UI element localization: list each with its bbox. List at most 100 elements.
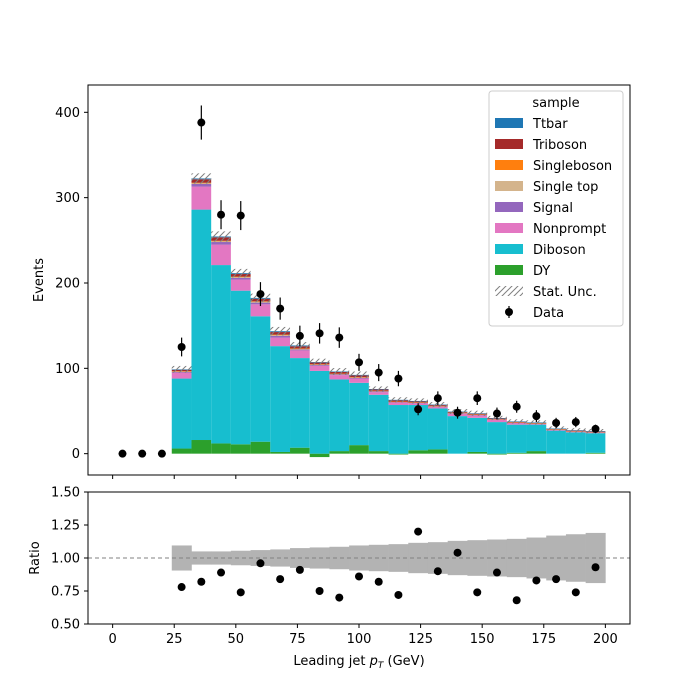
stat-unc-bin — [565, 428, 586, 433]
stat-unc-bin — [230, 268, 251, 278]
bar — [171, 378, 192, 449]
y-tick-label: 1.50 — [51, 486, 80, 501]
stat-unc-bin — [368, 386, 389, 392]
ratio-point — [571, 588, 580, 597]
ratio-band-bin — [467, 540, 488, 576]
data-point — [295, 331, 304, 340]
bar — [211, 242, 231, 245]
x-tick-label: 150 — [470, 632, 495, 647]
x-tick-label: 75 — [289, 632, 306, 647]
bar — [230, 290, 251, 445]
bar — [349, 445, 369, 454]
legend-item: Triboson — [495, 138, 587, 153]
ratio-band-bin — [447, 540, 468, 576]
ratio-point — [236, 588, 245, 597]
data-point — [473, 394, 482, 403]
bar — [368, 392, 389, 395]
ratio-points — [177, 527, 600, 605]
legend-label: Triboson — [532, 138, 587, 153]
legend-swatch — [495, 202, 523, 212]
ratio-point — [197, 577, 206, 586]
ratio-point — [552, 575, 561, 584]
ratio-band-bin — [546, 535, 567, 581]
data-point — [315, 329, 324, 338]
bar — [565, 432, 586, 454]
legend-label: Diboson — [533, 243, 586, 258]
bar — [427, 449, 448, 454]
stat-unc-bin — [191, 173, 212, 184]
data-point — [394, 374, 403, 383]
stat-unc-bin — [309, 358, 330, 366]
ratio-x-axis: 0 25 50 75 100 125 150 175 200 — [108, 624, 618, 647]
legend-label: Nonprompt — [533, 222, 606, 237]
data-point — [256, 290, 265, 299]
y-tick-label: 1.00 — [51, 552, 80, 567]
bar — [171, 448, 192, 454]
ratio-point — [315, 587, 324, 595]
ratio-band-bin — [329, 546, 350, 570]
data-point — [512, 402, 521, 411]
legend-title: sample — [532, 96, 579, 111]
data-point — [276, 304, 285, 313]
data-point — [492, 409, 501, 418]
legend-item: Single top — [495, 180, 598, 195]
bar — [230, 279, 251, 291]
data-points — [118, 105, 600, 458]
legend-swatch — [495, 118, 523, 128]
stat-unc-bin — [211, 231, 231, 242]
data-point — [138, 449, 147, 458]
ratio-point — [374, 577, 383, 586]
data-point — [433, 394, 442, 403]
ratio-band-bin — [427, 542, 448, 574]
bar — [467, 417, 488, 452]
stat-unc-bin — [349, 371, 369, 379]
legend-label: Single top — [533, 180, 598, 195]
main-y-axis: 0 100 200 300 400 — [55, 106, 88, 462]
bar — [526, 451, 547, 454]
legend-item: Stat. Unc. — [495, 285, 597, 300]
bar — [250, 304, 271, 317]
legend-item: Ttbar — [495, 117, 568, 132]
bar — [230, 444, 251, 454]
ratio-point — [591, 563, 600, 572]
ratio-point — [276, 575, 285, 584]
ratio-plot-panel: 0.50 0.75 1.00 1.25 1.50 0 25 50 75 100 125 150 175… — [28, 486, 631, 671]
bar — [467, 451, 488, 454]
legend-label: Ttbar — [532, 117, 568, 132]
ratio-point — [177, 583, 186, 592]
series-dy — [171, 440, 606, 458]
ratio-point — [295, 565, 304, 574]
bar — [447, 416, 468, 454]
data-point — [571, 418, 580, 427]
ratio-point — [414, 527, 423, 536]
bar — [388, 402, 409, 406]
y-tick-label: 200 — [55, 276, 80, 291]
data-point — [157, 449, 166, 458]
bar — [368, 394, 389, 452]
bar — [211, 443, 231, 454]
ratio-point — [453, 548, 462, 557]
ratio-point — [532, 576, 541, 585]
series-nonprompt — [171, 186, 606, 434]
bar — [270, 346, 291, 452]
bar — [211, 265, 231, 444]
legend-item: Nonprompt — [495, 222, 606, 237]
legend-item: Diboson — [495, 243, 586, 258]
stat-unc-bin — [329, 368, 350, 375]
x-tick-label: 175 — [531, 632, 556, 647]
bar — [211, 244, 231, 266]
x-axis-label: Leading jet pT (GeV) — [293, 654, 424, 671]
stat-unc-bin — [506, 419, 527, 424]
legend-label: Singleboson — [533, 159, 612, 174]
stat-unc-bin — [467, 410, 488, 416]
x-tick-label: 125 — [408, 632, 433, 647]
ratio-band-bin — [230, 550, 251, 566]
bar — [506, 452, 527, 454]
main-y-axis-label: Events — [32, 258, 47, 302]
ratio-band-bin — [349, 545, 370, 571]
ratio-point — [217, 568, 226, 577]
ratio-y-axis-label: Ratio — [28, 541, 43, 574]
stat-unc-bin — [526, 420, 547, 425]
data-point — [197, 118, 206, 127]
legend-item: Singleboson — [495, 159, 612, 174]
